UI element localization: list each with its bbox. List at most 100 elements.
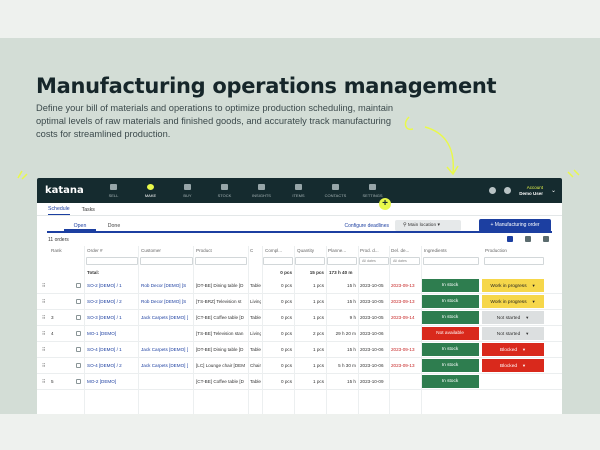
ingredients-status-badge[interactable]: In stock: [421, 343, 479, 356]
location-select[interactable]: ⚲ Main location ▾: [395, 220, 461, 231]
drag-handle-icon[interactable]: ⠿: [42, 283, 46, 288]
table-row[interactable]: ⠿ SO-2 [DEMO] / 2 Rob Decor [DEMO] [S [TS-B…: [37, 294, 562, 310]
chevron-down-icon[interactable]: ⌄: [550, 188, 556, 194]
col-rank[interactable]: Rank: [51, 248, 62, 253]
col-del-date[interactable]: Del. de...: [391, 248, 410, 253]
row-order-link[interactable]: MO-2 [DEMO]: [87, 379, 117, 384]
ingredients-status-badge[interactable]: Not available: [421, 327, 479, 340]
filter-completed[interactable]: [263, 257, 293, 265]
drag-handle-icon[interactable]: ⠿: [42, 331, 46, 336]
nav-sell[interactable]: SELL: [95, 178, 132, 203]
row-order-link[interactable]: SO-2 [DEMO] / 2: [87, 299, 122, 304]
row-customer-link[interactable]: Jack Carpets [DEMO] [: [141, 315, 188, 320]
col-prod-date[interactable]: Prod. d...: [360, 248, 379, 253]
row-customer-link[interactable]: Rob Decor [DEMO] [S: [141, 283, 187, 288]
nav-buy[interactable]: BUY: [169, 178, 206, 203]
totals-label: Total:: [87, 270, 100, 275]
row-checkbox[interactable]: [76, 283, 81, 288]
filter-customer[interactable]: [140, 257, 193, 265]
row-checkbox[interactable]: [76, 299, 81, 304]
filter-production[interactable]: [484, 257, 544, 265]
table-row[interactable]: ⠿ 4 MO-1 [DEMO] [TS-BE] Television stan Livi…: [37, 326, 562, 342]
production-status-select[interactable]: Work in progress ▼: [482, 279, 544, 292]
nav-items[interactable]: ITEMS: [280, 178, 317, 203]
production-status-select[interactable]: Not started ▼: [482, 327, 544, 340]
filter-order[interactable]: [86, 257, 138, 265]
filter-prod-date[interactable]: All dates: [359, 257, 389, 265]
drag-handle-icon[interactable]: ⠿: [42, 315, 46, 320]
filter-product[interactable]: [195, 257, 247, 265]
row-order-link[interactable]: SO-3 [DEMO] / 1: [87, 315, 122, 320]
nav-insights[interactable]: INSIGHTS: [243, 178, 280, 203]
row-customer-link[interactable]: Jack Carpets [DEMO] [: [141, 347, 188, 352]
add-manufacturing-order-button[interactable]: + Manufacturing order: [479, 219, 551, 232]
delete-icon[interactable]: [543, 236, 549, 242]
table-row[interactable]: ⠿ SO-4 [DEMO] / 1 Jack Carpets [DEMO] [[DT…: [37, 342, 562, 358]
ingredients-status-badge[interactable]: In stock: [421, 279, 479, 292]
print-icon[interactable]: [525, 236, 531, 242]
ingredients-status-badge[interactable]: In stock: [421, 311, 479, 324]
drag-handle-icon[interactable]: ⠿: [42, 363, 46, 368]
table-row[interactable]: ⠿ 3 SO-3 [DEMO] / 1 Jack Carpets [DEMO] [[C…: [37, 310, 562, 326]
ingredients-status-badge[interactable]: In stock: [421, 359, 479, 372]
col-customer[interactable]: Customer: [141, 248, 161, 253]
row-del-date: 2023-09-13: [391, 347, 415, 352]
production-status-select[interactable]: Work in progress ▼: [482, 295, 544, 308]
row-checkbox[interactable]: [76, 347, 81, 352]
tab-done[interactable]: Done: [107, 223, 121, 229]
production-status-select[interactable]: Not started ▼: [482, 311, 544, 324]
row-category: Table: [250, 379, 261, 384]
col-category[interactable]: C: [250, 248, 254, 253]
ingredients-status-badge[interactable]: In stock: [421, 295, 479, 308]
col-production[interactable]: Production: [485, 248, 507, 253]
nav-make[interactable]: MAKE: [132, 178, 169, 203]
row-order-link[interactable]: SO-2 [DEMO] / 1: [87, 283, 122, 288]
row-prod-date: 2023-10-05: [360, 315, 384, 320]
col-quantity[interactable]: Quantity: [297, 248, 315, 253]
production-status-select[interactable]: Blocked ▼: [482, 343, 544, 356]
row-customer-link[interactable]: Jack Carpets [DEMO] [: [141, 363, 188, 368]
tab-schedule[interactable]: Schedule: [48, 206, 70, 215]
configure-deadlines-link[interactable]: Configure deadlines: [344, 223, 389, 229]
production-status-select[interactable]: Blocked ▼: [482, 359, 544, 372]
row-customer-link[interactable]: Rob Decor [DEMO] [S: [141, 299, 187, 304]
bell-icon[interactable]: [489, 187, 497, 194]
filter-ingredients[interactable]: [423, 257, 479, 265]
row-checkbox[interactable]: [76, 315, 81, 320]
row-order-link[interactable]: SO-4 [DEMO] / 1: [87, 347, 122, 352]
row-order-link[interactable]: SO-4 [DEMO] / 2: [87, 363, 122, 368]
ingredients-status-badge[interactable]: In stock: [421, 375, 479, 388]
table-row[interactable]: ⠿ 5 MO-2 [DEMO] [CT-BE] Coffee table [D Tabl…: [37, 374, 562, 390]
col-order[interactable]: Order #: [87, 248, 103, 253]
nav-contacts[interactable]: CONTACTS: [317, 178, 354, 203]
account-menu[interactable]: Account Demo User: [519, 184, 543, 196]
drag-handle-icon[interactable]: ⠿: [42, 299, 46, 304]
make-icon: [147, 183, 154, 190]
quick-add-button[interactable]: +: [379, 198, 391, 210]
col-ingredients[interactable]: Ingredients: [424, 248, 447, 253]
row-order-link[interactable]: MO-1 [DEMO]: [87, 331, 117, 336]
filter-planned[interactable]: [327, 257, 357, 265]
col-completed[interactable]: Compl...: [265, 248, 283, 253]
table-row[interactable]: ⠿ SO-4 [DEMO] / 2 Jack Carpets [DEMO] [[LC…: [37, 358, 562, 374]
table-row[interactable]: ⠿ SO-2 [DEMO] / 1 Rob Decor [DEMO] [S [DT-B…: [37, 278, 562, 294]
row-completed: 0 pcs: [281, 379, 292, 384]
drag-handle-icon[interactable]: ⠿: [42, 347, 46, 352]
row-category: Table: [250, 347, 261, 352]
drag-handle-icon[interactable]: ⠿: [42, 379, 46, 384]
row-checkbox[interactable]: [76, 331, 81, 336]
col-planned[interactable]: Planne...: [328, 248, 347, 253]
tab-tasks[interactable]: Tasks: [81, 207, 95, 213]
row-rank: 3: [51, 315, 54, 320]
row-checkbox[interactable]: [76, 363, 81, 368]
help-icon[interactable]: [504, 187, 512, 194]
nav-stock[interactable]: STOCK: [206, 178, 243, 203]
filter-del-date[interactable]: All dates: [390, 257, 420, 265]
tab-open[interactable]: Open: [64, 221, 96, 231]
col-product[interactable]: Product: [196, 248, 212, 253]
katana-logo[interactable]: katana: [45, 185, 84, 196]
row-checkbox[interactable]: [76, 379, 81, 384]
filter-quantity[interactable]: [295, 257, 325, 265]
import-icon[interactable]: [507, 236, 513, 242]
nav-settings[interactable]: SETTINGS: [354, 178, 391, 203]
